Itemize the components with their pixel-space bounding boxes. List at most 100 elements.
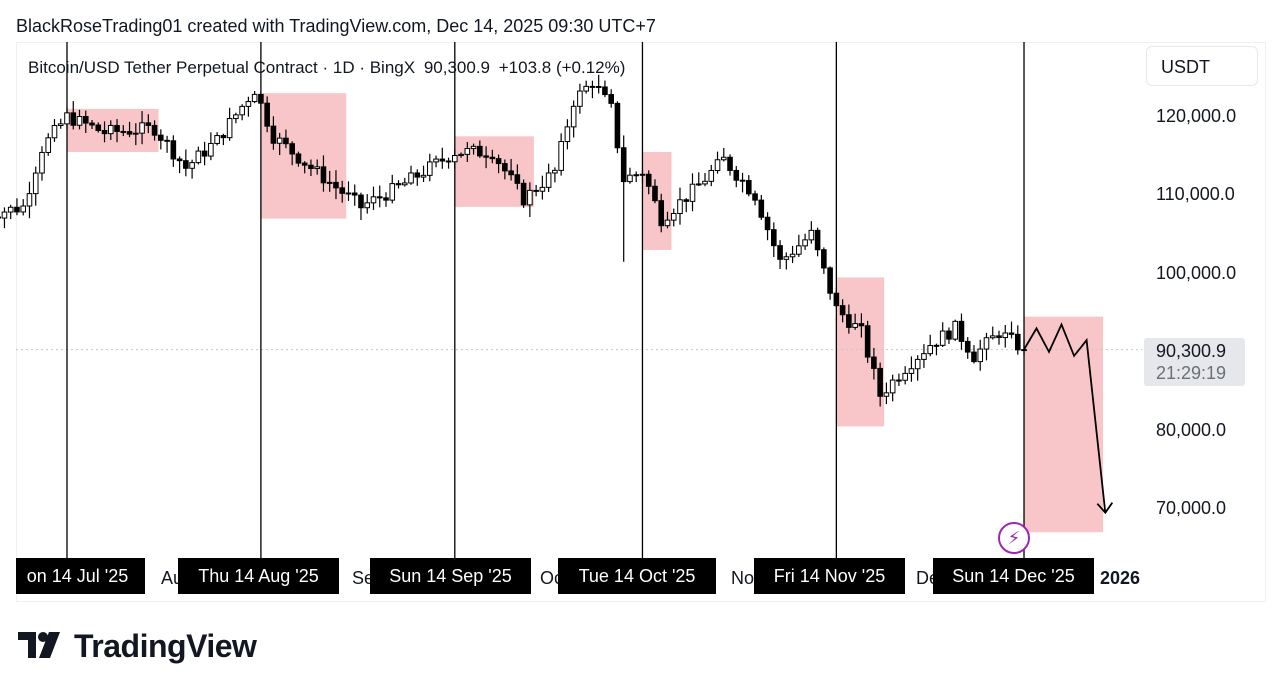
candle-body bbox=[414, 172, 421, 178]
tradingview-logo-icon bbox=[18, 631, 66, 662]
candle-body bbox=[545, 172, 552, 188]
lightning-bolt-icon[interactable]: ⚡︎ bbox=[998, 522, 1030, 554]
candle-body bbox=[971, 351, 977, 363]
candle-body bbox=[470, 145, 477, 150]
candle-body bbox=[389, 183, 396, 201]
candle-body bbox=[383, 197, 389, 201]
candle-body bbox=[608, 94, 614, 104]
candle-body bbox=[670, 212, 677, 221]
candle-body bbox=[927, 345, 933, 355]
month-marker-lines bbox=[66, 42, 1025, 558]
candle-body bbox=[614, 102, 621, 149]
candle-body bbox=[57, 123, 64, 127]
candle-body bbox=[458, 153, 464, 157]
candle-body bbox=[539, 186, 546, 192]
candle-body bbox=[595, 85, 602, 88]
candle-body bbox=[7, 206, 14, 213]
candle-body bbox=[26, 193, 33, 207]
candle-body bbox=[20, 205, 27, 213]
candle-body bbox=[114, 124, 120, 132]
candle-body bbox=[639, 173, 646, 176]
date-marker-label: Fri 14 Nov '25 bbox=[754, 558, 905, 594]
currency-unit-button[interactable]: USDT bbox=[1146, 46, 1258, 86]
candle-body bbox=[883, 392, 890, 397]
y-tick-label: 110,000.0 bbox=[1156, 184, 1235, 204]
candle-body bbox=[170, 140, 177, 160]
candle-body bbox=[821, 249, 827, 269]
candlestick-series bbox=[0, 74, 1027, 407]
projection-path bbox=[1023, 322, 1114, 515]
candle-body bbox=[283, 137, 289, 145]
candle-body bbox=[1021, 349, 1027, 352]
candle-body bbox=[789, 253, 796, 258]
shaded-zone bbox=[260, 93, 347, 219]
candle-body bbox=[508, 170, 514, 176]
candle-body bbox=[771, 229, 777, 247]
candle-body bbox=[45, 137, 52, 153]
candle-body bbox=[339, 187, 346, 194]
date-marker-label: Thu 14 Aug '25 bbox=[178, 558, 339, 594]
legend-price: 90,300.9 bbox=[423, 58, 491, 77]
candle-body bbox=[426, 161, 433, 176]
candle-body bbox=[214, 135, 220, 144]
candle-body bbox=[933, 344, 940, 347]
projection-arrowhead bbox=[1096, 502, 1114, 515]
candle-body bbox=[871, 356, 877, 369]
candle-body bbox=[877, 367, 883, 397]
candle-body bbox=[376, 196, 383, 199]
candle-body bbox=[89, 122, 95, 126]
candle-body bbox=[326, 181, 333, 184]
candle-body bbox=[101, 129, 108, 135]
brand-name: TradingView bbox=[74, 628, 257, 664]
candle-body bbox=[783, 256, 790, 260]
candle-body bbox=[320, 166, 327, 184]
candle-body bbox=[145, 122, 152, 126]
candle-body bbox=[1014, 333, 1021, 351]
symbol-legend: Bitcoin/USD Tether Perpetual Contract · … bbox=[28, 58, 629, 78]
candle-body bbox=[452, 155, 458, 163]
candle-body bbox=[1008, 332, 1015, 335]
candle-body bbox=[76, 116, 83, 126]
candle-body bbox=[258, 93, 264, 104]
candle-body bbox=[14, 206, 20, 213]
candle-body bbox=[552, 169, 558, 174]
candle-body bbox=[720, 156, 727, 161]
candle-body bbox=[295, 153, 302, 164]
candle-body bbox=[251, 93, 258, 103]
candle-body bbox=[802, 239, 808, 247]
candle-body bbox=[814, 229, 821, 251]
candle-body bbox=[358, 194, 364, 209]
x-axis-month-label: Se bbox=[352, 568, 375, 588]
candle-body bbox=[70, 112, 77, 126]
candle-body bbox=[633, 174, 640, 177]
date-marker-label: on 14 Jul '25 bbox=[16, 558, 145, 594]
candle-body bbox=[758, 199, 765, 218]
candle-body bbox=[889, 379, 896, 394]
candle-body bbox=[908, 368, 915, 374]
candle-body bbox=[733, 169, 740, 181]
candle-body bbox=[408, 172, 414, 184]
date-marker-label: Sun 14 Sep '25 bbox=[370, 558, 531, 594]
candle-body bbox=[914, 358, 921, 370]
candle-body bbox=[777, 245, 783, 260]
candle-body bbox=[1002, 332, 1009, 339]
candle-body bbox=[745, 180, 752, 195]
chart-author-header: BlackRoseTrading01 created with TradingV… bbox=[16, 16, 656, 36]
y-tick-label: 120,000.0 bbox=[1156, 106, 1237, 126]
candle-body bbox=[439, 158, 446, 162]
candle-body bbox=[695, 183, 702, 186]
candle-body bbox=[289, 143, 295, 155]
year-label: 2026 bbox=[1100, 568, 1141, 588]
shaded-zone bbox=[836, 277, 885, 427]
candle-body bbox=[420, 174, 427, 178]
candle-body bbox=[464, 148, 471, 155]
candle-body bbox=[189, 162, 195, 169]
candle-body bbox=[858, 323, 865, 327]
candle-body bbox=[796, 245, 802, 255]
candle-body bbox=[314, 166, 320, 170]
candle-body bbox=[727, 156, 733, 171]
candle-body bbox=[483, 155, 489, 158]
candle-body bbox=[714, 159, 721, 172]
candle-body bbox=[133, 132, 139, 135]
